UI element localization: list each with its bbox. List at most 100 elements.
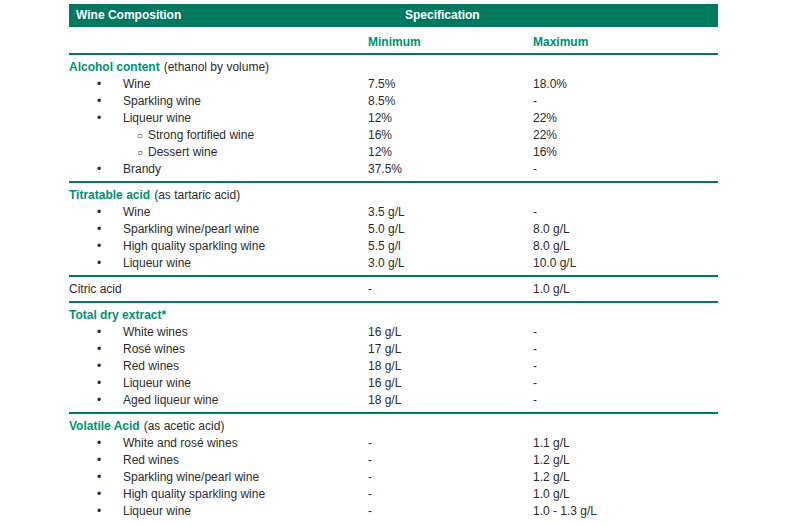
table-row: •White wines 16 g/L - xyxy=(69,324,718,341)
row-label-cell: •Sparkling wine/pearl wine xyxy=(69,469,368,486)
row-label: Sparkling wine xyxy=(123,94,201,108)
section-min-value: - xyxy=(368,280,533,298)
row-min-value: - xyxy=(368,452,533,469)
bullet-icon: • xyxy=(97,341,123,358)
row-min-value: 3.5 g/L xyxy=(368,204,533,221)
table-row: •High quality sparkling wine - 1.0 g/L xyxy=(69,486,718,503)
section-min-value xyxy=(368,186,533,204)
row-label-cell: •Liqueur wine xyxy=(69,110,368,127)
bullet-icon: • xyxy=(97,392,123,409)
row-max-value: 18.0% xyxy=(533,76,718,93)
section-title: Citric acid xyxy=(69,282,122,296)
row-label: Liqueur wine xyxy=(123,504,191,518)
row-min-value: 5.5 g/l xyxy=(368,238,533,255)
row-label-cell: •High quality sparkling wine xyxy=(69,486,368,503)
section-note: (as tartaric acid) xyxy=(154,188,240,202)
bullet-icon: • xyxy=(97,486,123,503)
section-rows: •Wine 7.5% 18.0% •Sparkling wine 8.5% - … xyxy=(69,76,718,178)
section-heading-cell: Total dry extract* xyxy=(69,306,368,324)
row-label: Aged liqueur wine xyxy=(123,393,218,407)
row-max-value: 1.1 g/L xyxy=(533,435,718,452)
section-title: Total dry extract* xyxy=(69,308,166,322)
row-max-value: - xyxy=(533,358,718,375)
section-max-value xyxy=(533,186,718,204)
row-min-value: 16 g/L xyxy=(368,375,533,392)
row-label-cell: •White and rosé wines xyxy=(69,435,368,452)
table-row: •Liqueur wine 3.0 g/L 10.0 g/L xyxy=(69,255,718,272)
wine-composition-header: Wine Composition xyxy=(76,8,181,22)
table-row: ○Dessert wine 12% 16% xyxy=(69,144,718,161)
section-note: (ethanol by volume) xyxy=(164,60,269,74)
row-label-cell: ○Dessert wine xyxy=(69,144,368,161)
bullet-icon: • xyxy=(97,324,123,341)
row-label: Rosé wines xyxy=(123,342,185,356)
row-label-cell: •Red wines xyxy=(69,358,368,375)
row-label: Strong fortified wine xyxy=(148,128,254,142)
row-label: Red wines xyxy=(123,453,179,467)
row-min-value: 7.5% xyxy=(368,76,533,93)
row-label-cell: •Liqueur wine xyxy=(69,255,368,272)
row-min-value: 18 g/L xyxy=(368,392,533,409)
row-min-value: 16 g/L xyxy=(368,324,533,341)
table-row: •Wine 7.5% 18.0% xyxy=(69,76,718,93)
row-min-value: - xyxy=(368,435,533,452)
row-label: Liqueur wine xyxy=(123,111,191,125)
row-label: Sparkling wine/pearl wine xyxy=(123,470,259,484)
spec-table: Wine Composition Specification Minimum M… xyxy=(69,4,718,523)
section-title: Alcohol content xyxy=(69,60,160,74)
section-heading-cell: Volatile Acid(as acetic acid) xyxy=(69,417,368,435)
table-subheader-row: Minimum Maximum xyxy=(69,27,718,55)
row-max-value: 8.0 g/L xyxy=(533,238,718,255)
row-max-value: 8.0 g/L xyxy=(533,221,718,238)
spec-section: Volatile Acid(as acetic acid) •White and… xyxy=(69,414,718,523)
table-row: ○Strong fortified wine 16% 22% xyxy=(69,127,718,144)
row-min-value: 17 g/L xyxy=(368,341,533,358)
section-heading-cell: Titratable acid (as tartaric acid) xyxy=(69,186,368,204)
row-max-value: 1.2 g/L xyxy=(533,469,718,486)
row-min-value: 16% xyxy=(368,127,533,144)
section-rows: •White and rosé wines - 1.1 g/L •Red win… xyxy=(69,435,718,520)
row-max-value: - xyxy=(533,341,718,358)
maximum-column-header: Maximum xyxy=(533,35,718,49)
section-title: Volatile Acid xyxy=(69,419,140,433)
row-min-value: 18 g/L xyxy=(368,358,533,375)
row-label: White wines xyxy=(123,325,188,339)
row-label: White and rosé wines xyxy=(123,436,238,450)
bullet-icon: • xyxy=(97,503,123,520)
row-label-cell: •Red wines xyxy=(69,452,368,469)
row-min-value: - xyxy=(368,486,533,503)
spec-section: Titratable acid (as tartaric acid) •Wine … xyxy=(69,183,718,277)
section-rows: •White wines 16 g/L - •Rosé wines 17 g/L… xyxy=(69,324,718,409)
row-min-value: 37.5% xyxy=(368,161,533,178)
row-label: Liqueur wine xyxy=(123,256,191,270)
row-label: Dessert wine xyxy=(148,145,217,159)
row-label-cell: •Liqueur wine xyxy=(69,375,368,392)
row-label-cell: •Brandy xyxy=(69,161,368,178)
row-max-value: 22% xyxy=(533,110,718,127)
table-row: •Wine 3.5 g/L - xyxy=(69,204,718,221)
row-label-cell: •Rosé wines xyxy=(69,341,368,358)
row-label-cell: •Liqueur wine xyxy=(69,503,368,520)
row-min-value: 12% xyxy=(368,144,533,161)
bullet-icon: • xyxy=(97,93,123,110)
section-heading-row: Citric acid - 1.0 g/L xyxy=(69,280,718,298)
section-heading-cell: Citric acid xyxy=(69,280,368,298)
row-min-value: 3.0 g/L xyxy=(368,255,533,272)
row-max-value: 22% xyxy=(533,127,718,144)
row-min-value: 8.5% xyxy=(368,93,533,110)
row-max-value: - xyxy=(533,375,718,392)
table-row: •Liqueur wine 16 g/L - xyxy=(69,375,718,392)
row-max-value: 1.0 g/L xyxy=(533,486,718,503)
row-min-value: 12% xyxy=(368,110,533,127)
section-title: Titratable acid xyxy=(69,188,150,202)
spec-section: Total dry extract* •White wines 16 g/L -… xyxy=(69,303,718,414)
row-max-value: - xyxy=(533,93,718,110)
table-row: •Red wines - 1.2 g/L xyxy=(69,452,718,469)
row-label: Liqueur wine xyxy=(123,376,191,390)
section-heading-row: Volatile Acid(as acetic acid) xyxy=(69,417,718,435)
sub-bullet-icon: ○ xyxy=(137,144,148,161)
bullet-icon: • xyxy=(97,221,123,238)
table-header-bar: Wine Composition Specification xyxy=(69,4,718,27)
row-max-value: - xyxy=(533,204,718,221)
row-label: Red wines xyxy=(123,359,179,373)
